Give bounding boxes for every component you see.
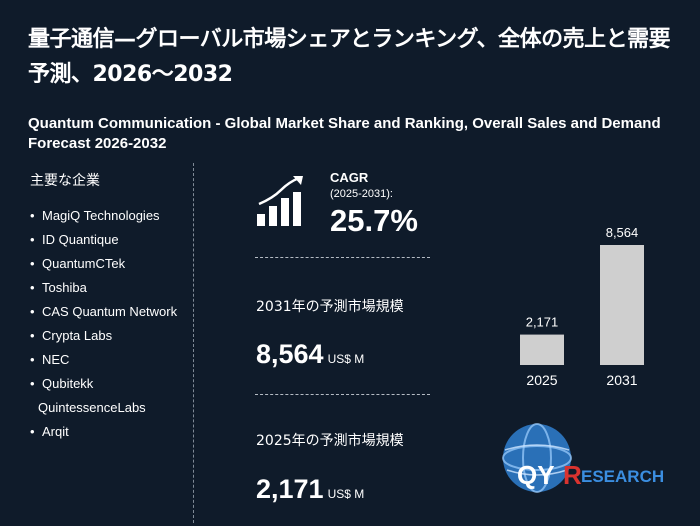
bullet-icon: • — [30, 304, 35, 319]
bar-category-label: 2031 — [606, 372, 637, 388]
bullet-icon: • — [30, 424, 35, 439]
vertical-divider — [193, 163, 194, 523]
company-name: QuantumCTek — [42, 256, 126, 271]
company-item: • ID Quantique — [30, 230, 190, 250]
qyresearch-logo: QY R ESEARCH — [502, 423, 664, 493]
company-item: QuintessenceLabs — [30, 398, 190, 418]
bullet-icon: • — [30, 352, 35, 367]
cagr-range: (2025-2031): — [330, 188, 393, 200]
company-name: Toshiba — [42, 280, 87, 295]
company-item: • Toshiba — [30, 278, 190, 298]
bar-value-label: 8,564 — [606, 225, 639, 240]
company-list: • MagiQ Technologies • ID Quantique • Quantum… — [30, 206, 190, 446]
company-item: • MagiQ Technologies — [30, 206, 190, 226]
company-item: • NEC — [30, 350, 190, 370]
forecast-2025-unit: US$ M — [327, 487, 365, 501]
forecast-2025-value: 2,171 US$ M — [256, 474, 364, 505]
bar-value-label: 2,171 — [526, 315, 559, 330]
company-item: • Qubitekk — [30, 374, 190, 394]
forecast-2031-unit: US$ M — [327, 352, 365, 366]
bullet-icon: • — [30, 208, 35, 223]
company-name: MagiQ Technologies — [42, 208, 160, 223]
market-size-bar-chart: 2,171 2025 8,564 2031 — [520, 225, 644, 388]
growth-chart-icon — [257, 176, 303, 226]
bullet-icon: • — [30, 376, 35, 391]
company-name: Crypta Labs — [42, 328, 113, 343]
bar-category-label: 2025 — [526, 372, 557, 388]
companies-heading: 主要な企業 — [30, 173, 100, 189]
bar-2025 — [520, 334, 564, 365]
company-name: CAS Quantum Network — [42, 304, 178, 319]
company-name: Arqit — [42, 424, 69, 439]
divider-1 — [255, 257, 430, 258]
forecast-2031-number: 8,564 — [256, 339, 324, 369]
company-item: • Arqit — [30, 422, 190, 442]
title-japanese: 量子通信—グローバル市場シェアとランキング、全体の売上と需要予測、2026～20… — [28, 27, 671, 87]
company-item: • CAS Quantum Network — [30, 302, 190, 322]
bullet-icon: • — [30, 328, 35, 343]
forecast-2025-label: 2025年の予測市場規模 — [256, 433, 404, 449]
company-item: • QuantumCTek — [30, 254, 190, 274]
company-name: Qubitekk — [42, 376, 94, 391]
bullet-icon: • — [30, 280, 35, 295]
cagr-label: CAGR — [330, 170, 369, 185]
bullet-icon: • — [30, 232, 35, 247]
company-name: ID Quantique — [42, 232, 119, 247]
forecast-2031-value: 8,564 US$ M — [256, 339, 364, 370]
bullet-icon: • — [30, 256, 35, 271]
company-name: QuintessenceLabs — [38, 400, 146, 415]
company-item: • Crypta Labs — [30, 326, 190, 346]
forecast-2031-label: 2031年の予測市場規模 — [256, 299, 404, 315]
logo-text-qy: QY — [517, 460, 555, 490]
cagr-value: 25.7% — [330, 203, 418, 238]
title-english: Quantum Communication - Global Market Sh… — [28, 115, 661, 152]
forecast-2025-number: 2,171 — [256, 474, 324, 504]
bar-2031 — [600, 245, 644, 365]
divider-2 — [255, 394, 430, 395]
logo-text-esearch: ESEARCH — [581, 467, 664, 486]
company-name: NEC — [42, 352, 70, 367]
logo-text-r: R — [563, 460, 582, 490]
